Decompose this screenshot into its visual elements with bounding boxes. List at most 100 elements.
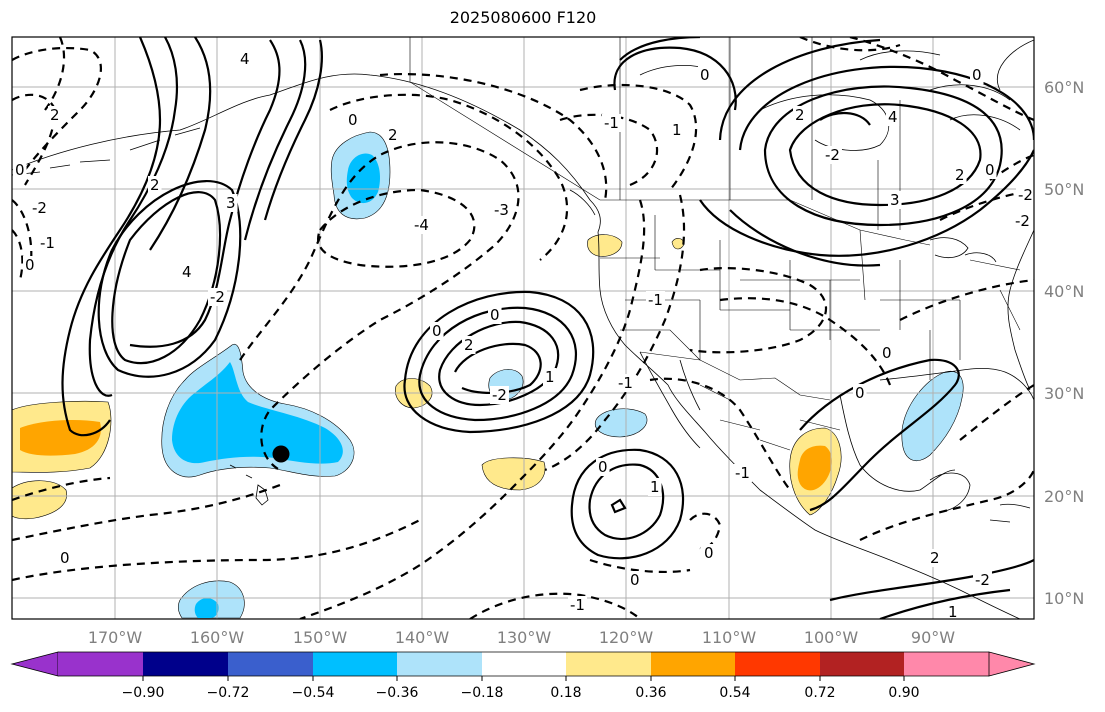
contour-label-background — [888, 191, 902, 209]
contour-label-background — [346, 111, 360, 129]
contour-label-background — [973, 571, 992, 589]
contour-label-background — [1016, 186, 1034, 204]
lon-label: 110°W — [702, 628, 757, 647]
great-lakes — [929, 237, 997, 263]
contour-label: -1 — [735, 464, 750, 482]
contour-line — [959, 384, 1034, 441]
colorbar-segment — [143, 652, 228, 676]
gulf-of-mexico-coast — [839, 367, 1034, 492]
contour-label: 1 — [650, 478, 660, 496]
contour-label-background — [953, 166, 967, 184]
contour-label-background — [568, 596, 587, 614]
contour-line — [12, 483, 281, 542]
lat-label: 50°N — [1044, 180, 1084, 199]
contour-label-background — [38, 234, 57, 252]
contour-line — [12, 199, 33, 271]
longitude-axis: 170°W 160°W 150°W 140°W 130°W 120°W 110°… — [88, 628, 955, 647]
contour-label: 2 — [50, 106, 60, 124]
contour-line — [44, 37, 66, 111]
contour-label: 2 — [464, 336, 474, 354]
contour-line — [899, 278, 1034, 321]
contour-label-background — [823, 146, 842, 164]
contour-line — [403, 290, 595, 434]
contour-line — [579, 83, 698, 191]
lon-label: 150°W — [293, 628, 348, 647]
location-marker — [272, 445, 290, 463]
contour-line — [299, 199, 646, 619]
latitude-axis: 60°N 50°N 40°N 30°N 20°N 10°N — [1044, 78, 1084, 608]
contour-label-background — [853, 384, 867, 402]
contour-label: 0 — [15, 161, 25, 179]
contour-label-background — [412, 216, 431, 234]
contour-line — [12, 519, 421, 582]
contour-line — [469, 592, 641, 619]
contour-label: 2 — [930, 549, 940, 567]
contour-line — [12, 229, 24, 281]
colorbar-segment — [651, 652, 735, 676]
east-coast — [1007, 229, 1034, 391]
contour-line — [12, 93, 57, 186]
contour-label: 2 — [955, 166, 965, 184]
contour-label-background — [946, 603, 960, 619]
contour-line — [829, 559, 1034, 602]
contour-label-background — [462, 336, 476, 354]
colorbar: −0.90 −0.72 −0.54 −0.36 −0.18 0.18 0.36 … — [10, 651, 1036, 701]
contour-line — [879, 588, 1011, 619]
contour-line — [263, 39, 323, 221]
contour-line — [699, 149, 1034, 257]
lon-label: 170°W — [88, 628, 143, 647]
contour-label: -4 — [414, 216, 429, 234]
contour-label-background — [30, 199, 49, 217]
contour-label: 0 — [490, 306, 500, 324]
contour-label-background — [702, 544, 716, 562]
contour-label-background — [928, 549, 942, 567]
lat-label: 30°N — [1044, 384, 1084, 403]
contour-line — [719, 297, 892, 386]
contour-line — [544, 194, 686, 472]
colorbar-extend-high — [988, 651, 1036, 677]
colorbar-tick-label: −0.72 — [207, 685, 250, 701]
contour-line — [379, 72, 608, 201]
contour-label: 1 — [545, 368, 555, 386]
contour-layer — [61, 37, 1034, 619]
colorbar-tick-label: 0.90 — [888, 685, 919, 701]
colorbar-extend-low — [10, 651, 59, 677]
contour-label-background — [648, 478, 662, 496]
contour-label: -2 — [1015, 212, 1030, 230]
contour-label-background — [646, 291, 665, 309]
contour-line — [849, 37, 1034, 122]
contour-line — [589, 558, 691, 574]
contour-label: 0 — [630, 571, 640, 589]
contour-label: -1 — [40, 234, 55, 252]
contour-label: 4 — [240, 50, 250, 68]
contour-label: 4 — [182, 263, 192, 281]
contour-label: -2 — [1018, 186, 1033, 204]
contour-line — [613, 46, 737, 111]
contour-label-background — [983, 161, 997, 179]
contour-label: 0 — [25, 256, 35, 274]
contour-line — [610, 498, 627, 514]
caribbean-islands — [989, 503, 1031, 523]
contour-label: -1 — [570, 596, 585, 614]
contour-label-background — [180, 263, 194, 281]
map-plot-area: 4 2 0 -2 -1 3 2 4 0 -2 0 2 -4 -3 0 -2 0 … — [12, 37, 1034, 621]
contour-label-background — [238, 50, 252, 68]
lon-label: 130°W — [497, 628, 552, 647]
contour-line — [788, 103, 982, 207]
map-frame — [11, 36, 1035, 620]
contour-line — [149, 37, 212, 251]
contour-label: 3 — [890, 191, 900, 209]
alaska-coast — [12, 73, 601, 233]
contour-label-background — [58, 549, 72, 567]
contour-label: 2 — [388, 126, 398, 144]
contour-line — [859, 469, 1034, 541]
contour-label: -2 — [210, 288, 225, 306]
colorbar-tick-label: 0.72 — [804, 685, 835, 701]
contour-label-background — [628, 571, 642, 589]
contour-label: -2 — [492, 386, 507, 404]
contour-line — [12, 476, 111, 502]
contour-label: 1 — [948, 603, 958, 621]
shade-region-light-yellow — [481, 457, 546, 491]
lon-label: 120°W — [599, 628, 654, 647]
